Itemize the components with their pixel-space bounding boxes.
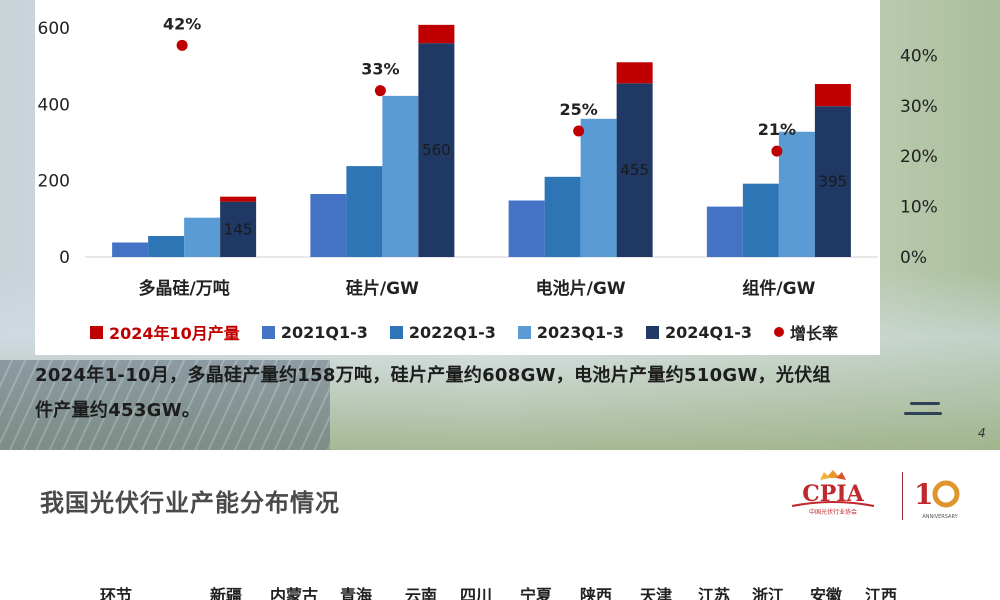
value-label: 145 xyxy=(224,220,253,238)
growth-label: 33% xyxy=(361,60,399,79)
slide-title: 我国光伏行业产能分布情况 xyxy=(40,489,340,517)
legend-item: 增长率 xyxy=(774,320,838,344)
value-label: 560 xyxy=(422,141,451,159)
summary-line-1: 2024年1-10月，多晶硅产量约158万吨，硅片产量约608GW，电池片产量约… xyxy=(35,365,831,386)
bar xyxy=(418,43,455,257)
bar-oct xyxy=(220,196,257,202)
legend-swatch xyxy=(645,325,659,339)
province-label: 宁夏 xyxy=(520,586,553,600)
anniversary-text: ANNIVERSARY xyxy=(922,514,958,520)
growth-dot xyxy=(771,145,783,157)
y-left-tick: 400 xyxy=(38,95,70,115)
y-right-tick: 40% xyxy=(900,46,938,66)
y-right-tick: 10% xyxy=(900,198,938,218)
legend-label: 2024Q1-3 xyxy=(664,322,752,342)
province-label: 浙江 xyxy=(752,586,785,600)
province-label: 内蒙古 xyxy=(270,586,319,600)
legend-item: 2024Q1-3 xyxy=(645,322,752,342)
province-label: 江西 xyxy=(865,586,898,600)
bar-oct xyxy=(418,24,455,44)
category-label: 多晶硅/万吨 xyxy=(139,278,230,299)
value-label: 395 xyxy=(819,173,848,191)
bar xyxy=(148,236,185,257)
province-label: 环节 xyxy=(100,586,133,600)
legend-label: 2024年10月产量 xyxy=(109,324,240,343)
legend-swatch xyxy=(261,325,275,339)
legend-item: 2023Q1-3 xyxy=(517,322,624,342)
y-left-tick: 600 xyxy=(38,19,70,39)
bar-oct xyxy=(616,62,653,84)
bar-oct xyxy=(814,84,851,107)
y-left-tick: 200 xyxy=(38,172,70,192)
page-number: 4 xyxy=(978,426,986,440)
bar xyxy=(346,166,383,257)
bar xyxy=(112,242,149,257)
bar xyxy=(310,194,347,257)
province-label: 天津 xyxy=(640,586,673,600)
growth-dot xyxy=(176,39,188,51)
bar xyxy=(184,217,221,257)
category-label: 组件/GW xyxy=(742,278,815,299)
bar xyxy=(220,201,257,257)
bar xyxy=(508,200,545,257)
growth-label: 42% xyxy=(163,14,201,33)
legend-swatch xyxy=(389,325,403,339)
chart-card xyxy=(35,0,880,355)
bar xyxy=(616,83,653,257)
growth-dot xyxy=(573,125,585,137)
y-right-tick: 0% xyxy=(900,248,927,268)
category-label: 硅片/GW xyxy=(346,278,419,299)
province-label: 青海 xyxy=(340,586,373,600)
solar-panels-image xyxy=(0,360,330,450)
province-label: 新疆 xyxy=(210,586,243,600)
bar xyxy=(580,118,617,257)
province-label: 陕西 xyxy=(580,586,613,600)
legend-swatch xyxy=(517,325,531,339)
cpia-logo: CPIA 中国光伏行业协会 xyxy=(791,470,875,516)
anniversary-logo: 1 ANNIVERSARY xyxy=(914,478,960,520)
province-label: 四川 xyxy=(460,586,493,600)
y-left-tick: 0 xyxy=(59,248,70,268)
svg-text:1: 1 xyxy=(914,478,933,511)
legend-dot-icon xyxy=(774,327,784,337)
bar xyxy=(778,131,815,257)
production-chart: 0 200 400 600 0% 10% 20% 30% 40% 145 560 455 395 4… xyxy=(38,14,938,299)
value-label: 455 xyxy=(620,161,649,179)
category-label: 电池片/GW xyxy=(536,278,626,299)
growth-dot xyxy=(374,85,386,97)
legend-swatch xyxy=(90,325,103,339)
legend-item: 2022Q1-3 xyxy=(389,322,496,342)
summary-text: 2024年1-10月，多晶硅产量约158万吨，硅片产量约608GW，电池片产量约… xyxy=(35,358,965,428)
bar xyxy=(382,95,419,257)
chart-legend: 2024年10月产量 2021Q1-3 2022Q1-3 2023Q1-3 2024Q1… xyxy=(40,318,880,346)
y-right-tick: 20% xyxy=(900,147,938,167)
summary-line-2: 件产量约453GW。 xyxy=(35,400,201,421)
province-header-row: 环节 新疆 内蒙古 青海 云南 四川 宁夏 陕西 天津 江苏 浙江 安徽 江西 xyxy=(0,582,1000,600)
province-label: 江苏 xyxy=(698,586,731,600)
growth-label: 21% xyxy=(758,120,796,139)
province-label: 云南 xyxy=(405,586,438,600)
legend-label: 2022Q1-3 xyxy=(408,322,496,342)
menu-lines-icon[interactable] xyxy=(904,402,944,422)
logo-divider xyxy=(902,472,903,520)
y-right-tick: 30% xyxy=(900,97,938,117)
province-label: 安徽 xyxy=(810,586,843,600)
bar xyxy=(544,176,581,257)
bar xyxy=(814,106,851,257)
legend-label: 2021Q1-3 xyxy=(280,322,368,342)
legend-label: 2023Q1-3 xyxy=(536,322,624,342)
bar xyxy=(742,183,779,257)
growth-label: 25% xyxy=(559,100,597,119)
sun-rays-icon xyxy=(820,470,846,480)
legend-label: 增长率 xyxy=(790,324,839,343)
legend-item: 2024年10月产量 xyxy=(90,320,240,344)
bar xyxy=(706,206,743,257)
legend-item: 2021Q1-3 xyxy=(261,322,368,342)
logo-subtitle: 中国光伏行业协会 xyxy=(809,508,857,516)
